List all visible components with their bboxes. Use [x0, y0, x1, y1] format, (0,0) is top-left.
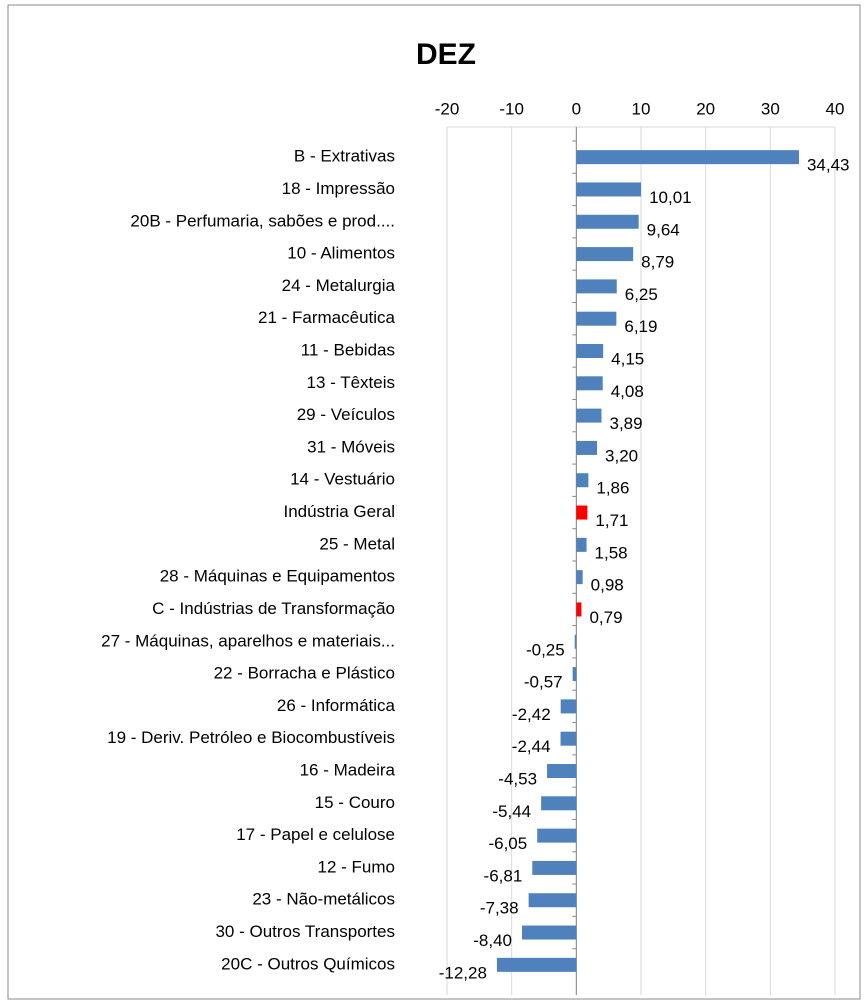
- y-tick-label: 19 - Deriv. Petróleo e Biocombustíveis: [107, 728, 395, 747]
- y-tick-label: 25 - Metal: [319, 534, 395, 553]
- y-tick-label: Indústria Geral: [284, 502, 396, 521]
- y-tick-label: 12 - Fumo: [318, 857, 395, 876]
- bar: [576, 473, 589, 488]
- y-tick-label: 10 - Alimentos: [287, 244, 395, 263]
- value-label: 3,20: [605, 446, 638, 465]
- y-tick-label: 21 - Farmacêutica: [258, 308, 396, 327]
- value-label: 9,64: [647, 220, 680, 239]
- value-label: -12,28: [439, 963, 487, 982]
- bar: [576, 408, 602, 423]
- value-label: -0,25: [526, 640, 565, 659]
- value-label: 1,71: [595, 511, 628, 530]
- value-label: 3,89: [609, 414, 642, 433]
- y-tick-label: 17 - Papel e celulose: [236, 825, 395, 844]
- value-label: -6,81: [484, 866, 523, 885]
- chart-border: [7, 4, 861, 1000]
- x-tick-label: 20: [696, 99, 715, 118]
- y-tick-label: 26 - Informática: [277, 696, 396, 715]
- bar: [576, 440, 598, 455]
- value-label: -2,42: [512, 705, 551, 724]
- y-tick-label: 11 - Bebidas: [301, 340, 395, 359]
- y-tick-label: 16 - Madeira: [300, 760, 396, 779]
- x-tick-label: 10: [632, 99, 651, 118]
- y-tick-label: 27 - Máquinas, aparelhos e materiais...: [101, 631, 395, 650]
- bar: [576, 279, 617, 294]
- x-tick-label: 40: [826, 99, 845, 118]
- x-tick-label: 0: [572, 99, 581, 118]
- bar: [574, 634, 577, 649]
- bar: [576, 537, 587, 552]
- value-label: -4,53: [498, 769, 537, 788]
- value-label: 1,86: [596, 479, 629, 498]
- bar: [522, 925, 577, 940]
- bar: [576, 376, 603, 391]
- y-tick-label: 23 - Não-metálicos: [252, 890, 395, 909]
- value-label: 0,79: [589, 608, 622, 627]
- bar: [576, 505, 588, 520]
- x-tick-label: -10: [499, 99, 524, 118]
- bar: [576, 182, 642, 197]
- y-tick-label: 24 - Metalurgia: [282, 276, 396, 295]
- y-tick-label: 15 - Couro: [315, 793, 395, 812]
- bar: [576, 570, 583, 585]
- chart-title: DEZ: [416, 38, 476, 71]
- y-tick-label: 18 - Impressão: [282, 179, 395, 198]
- y-tick-label: 20B - Perfumaria, sabões e prod....: [130, 211, 395, 230]
- bar: [576, 150, 799, 165]
- bar: [537, 828, 577, 843]
- y-tick-label: 22 - Borracha e Plástico: [214, 664, 395, 683]
- value-label: -8,40: [473, 931, 512, 950]
- value-label: -5,44: [492, 802, 531, 821]
- value-label: 4,15: [611, 349, 644, 368]
- x-tick-label: 30: [761, 99, 780, 118]
- y-tick-label: 13 - Têxteis: [306, 373, 395, 392]
- value-label: -0,57: [524, 673, 563, 692]
- value-label: 0,98: [591, 576, 624, 595]
- value-label: 8,79: [641, 253, 674, 272]
- bar: [576, 602, 582, 617]
- y-tick-label: 31 - Móveis: [307, 437, 395, 456]
- bar: [547, 764, 577, 778]
- bar: [528, 893, 577, 908]
- value-label: -6,05: [488, 834, 527, 853]
- bar: [572, 667, 577, 682]
- value-label: 4,08: [611, 382, 644, 401]
- value-label: -2,44: [512, 737, 551, 756]
- bar: [576, 214, 639, 229]
- y-tick-label: 29 - Veículos: [297, 405, 395, 424]
- y-tick-label: 14 - Vestuário: [290, 470, 395, 489]
- bar: [541, 796, 577, 811]
- y-tick-label: C - Indústrias de Transformação: [152, 599, 395, 618]
- bar: [576, 311, 617, 326]
- y-tick-label: 20C - Outros Químicos: [221, 954, 395, 973]
- value-label: 1,58: [595, 543, 628, 562]
- bar: [560, 731, 577, 746]
- y-tick-label: 28 - Máquinas e Equipamentos: [160, 567, 395, 586]
- bar: [576, 344, 604, 358]
- bar: [560, 699, 577, 714]
- value-label: 34,43: [807, 156, 850, 175]
- y-tick-label: B - Extrativas: [294, 147, 395, 166]
- bar: [496, 957, 577, 972]
- value-label: -7,38: [480, 899, 519, 918]
- value-label: 10,01: [649, 188, 692, 207]
- bar: [532, 860, 577, 875]
- x-tick-label: -20: [435, 99, 460, 118]
- value-label: 6,25: [625, 285, 658, 304]
- y-tick-label: 30 - Outros Transportes: [215, 922, 395, 941]
- bar: [576, 247, 634, 262]
- value-label: 6,19: [624, 317, 657, 336]
